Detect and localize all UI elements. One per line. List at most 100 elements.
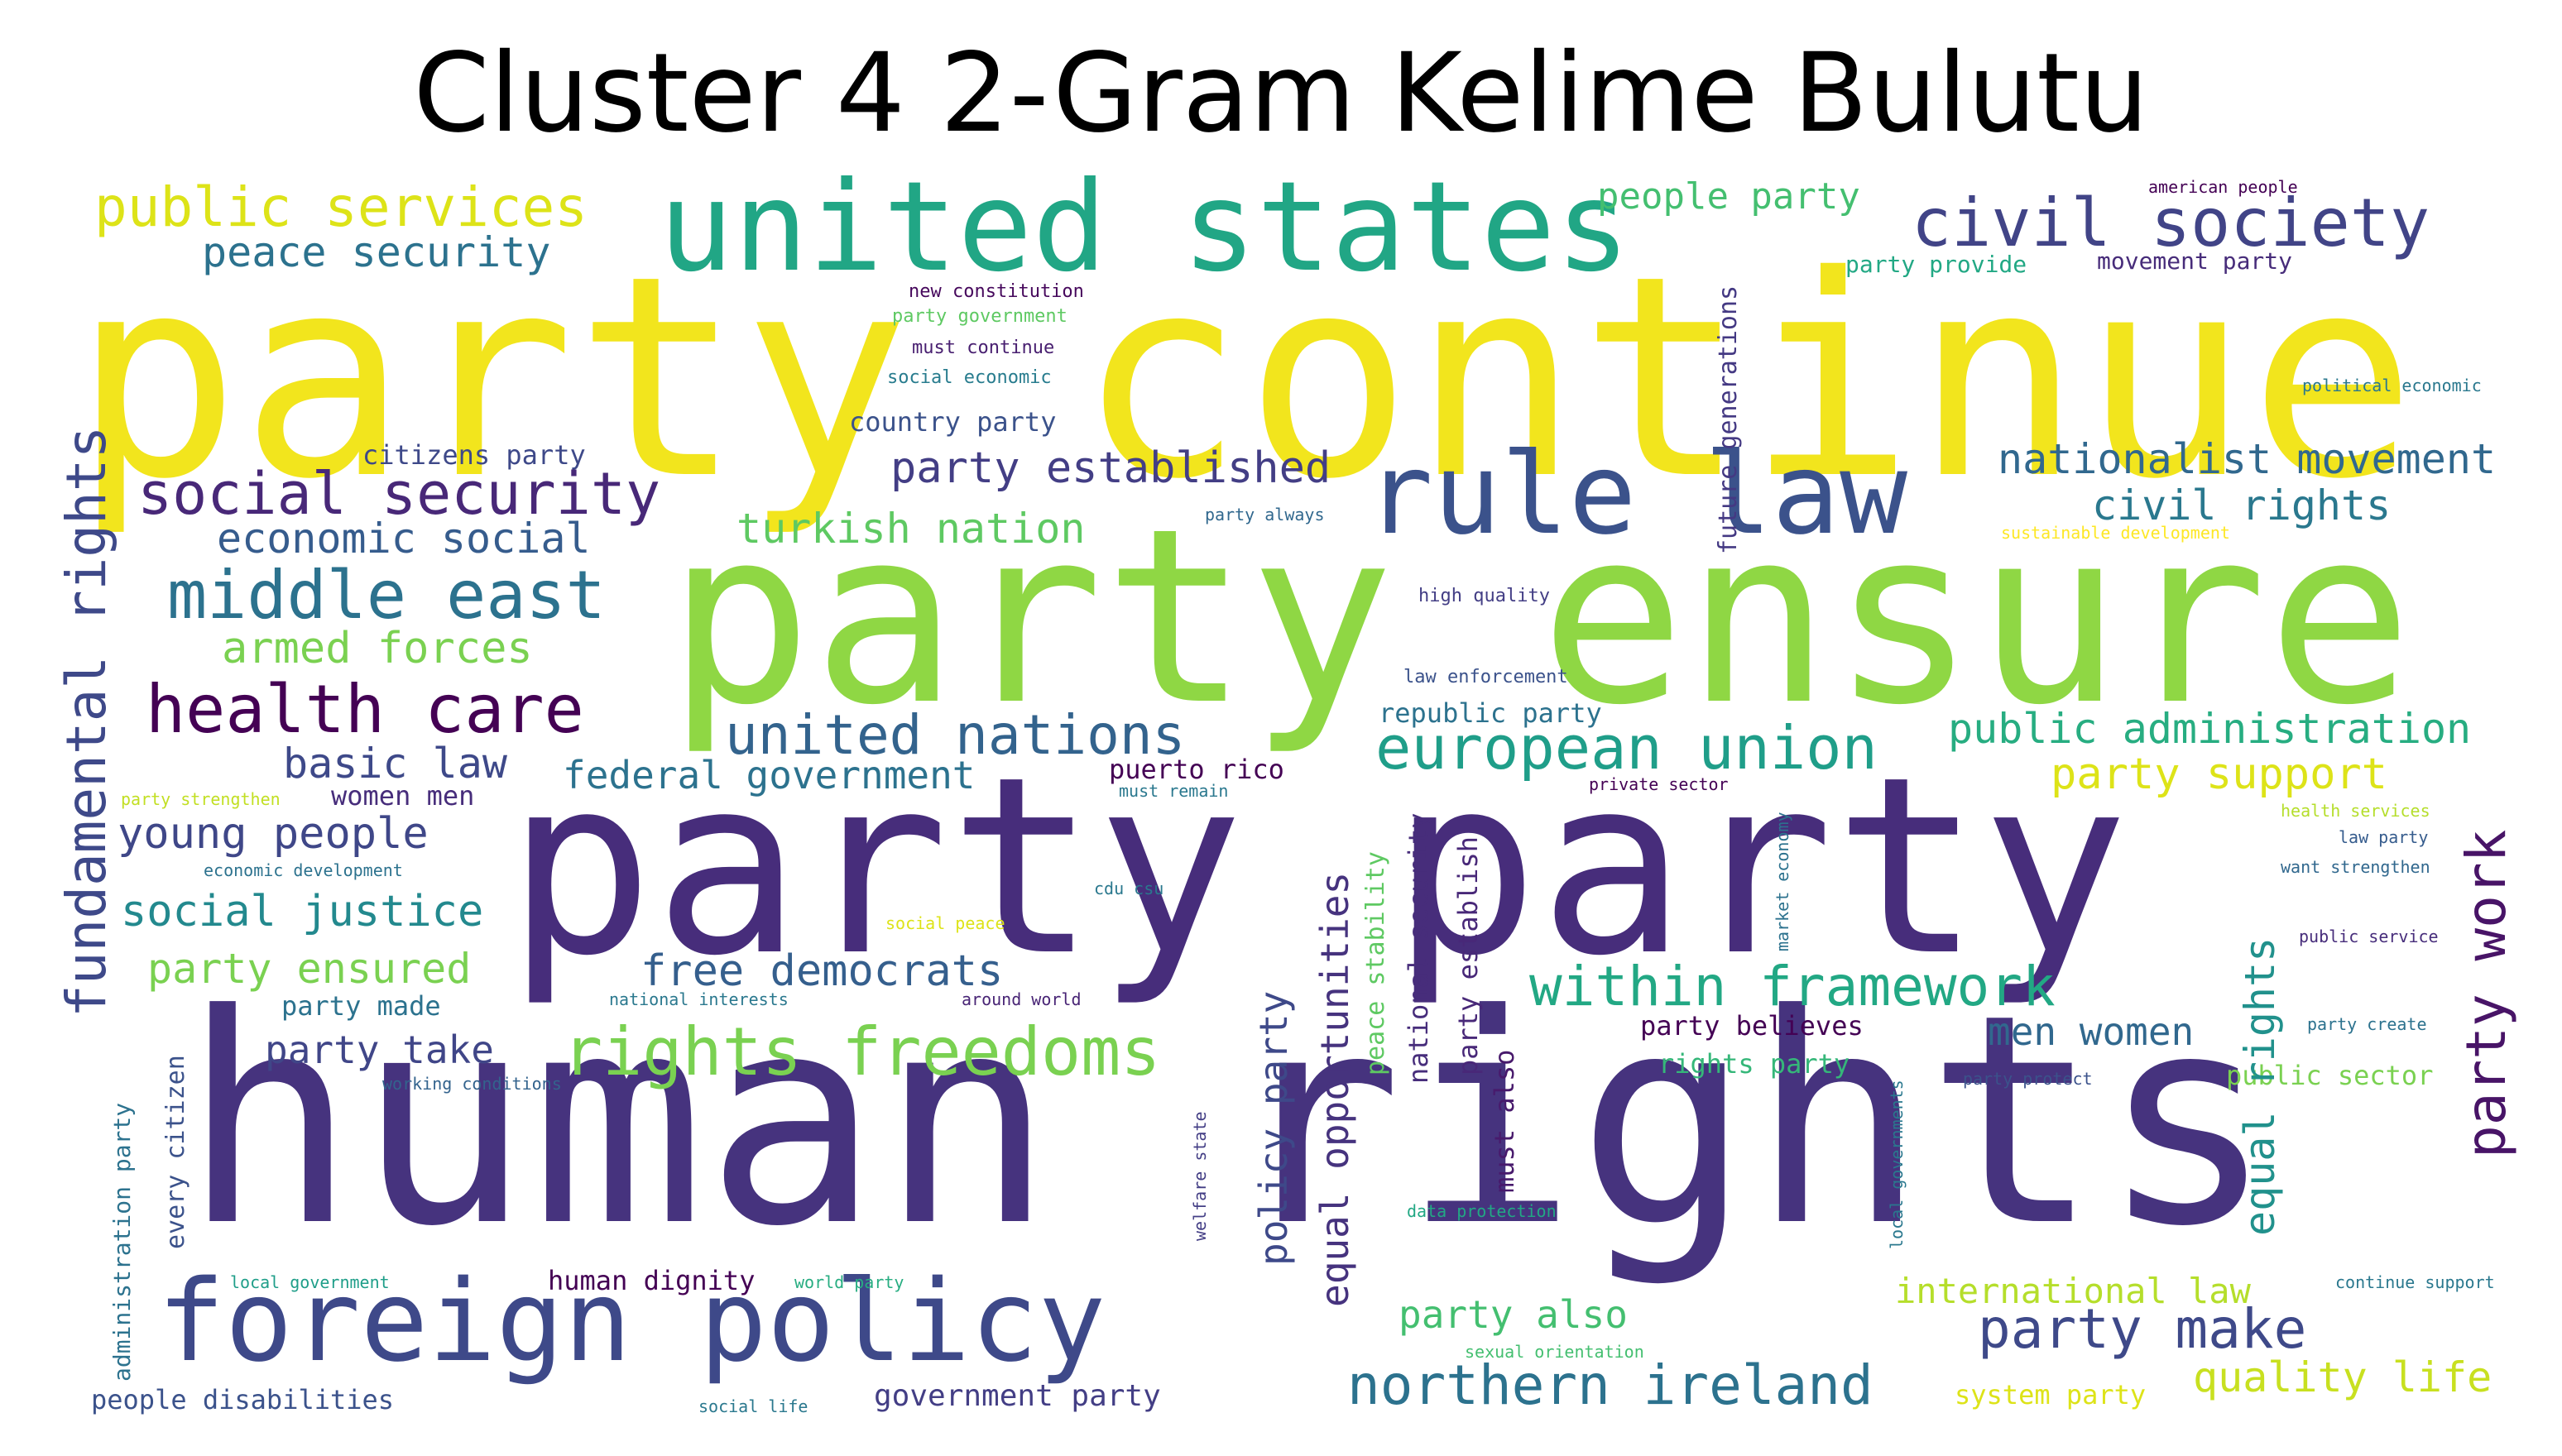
cloud-word: rights freedoms bbox=[563, 1013, 1161, 1090]
cloud-word: united nations bbox=[725, 703, 1186, 767]
cloud-word: public services bbox=[94, 175, 588, 239]
cloud-word: public service bbox=[2299, 927, 2439, 946]
cloud-word: new constitution bbox=[909, 281, 1084, 302]
cloud-word: rights party bbox=[1658, 1048, 1850, 1080]
cloud-word: young people bbox=[118, 809, 429, 859]
cloud-word: party create bbox=[2307, 1014, 2427, 1034]
cloud-word: want strengthen bbox=[2281, 857, 2430, 877]
cloud-word: world party bbox=[794, 1272, 904, 1292]
cloud-word: social economic bbox=[887, 367, 1052, 388]
cloud-word: middle east bbox=[167, 557, 606, 634]
cloud-word: movement party bbox=[2097, 247, 2293, 275]
cloud-word: party established bbox=[890, 443, 1331, 493]
cloud-word: local governments bbox=[1887, 1080, 1907, 1249]
cloud-word: social life bbox=[698, 1396, 808, 1416]
cloud-word: northern ireland bbox=[1347, 1353, 1874, 1417]
cloud-word: people disabilities bbox=[91, 1384, 395, 1415]
cloud-word: party strengthen bbox=[121, 789, 281, 809]
cloud-word: cdu csu bbox=[1094, 879, 1164, 898]
page-title: Cluster 4 2-Gram Kelime Bulutu bbox=[413, 30, 2149, 157]
cloud-word: foreign policy bbox=[157, 1257, 1106, 1387]
cloud-word: national interests bbox=[609, 989, 789, 1009]
cloud-word: sustainable development bbox=[2001, 523, 2230, 543]
cloud-word: law enforcement bbox=[1403, 667, 1568, 687]
cloud-word: party work bbox=[2454, 829, 2518, 1158]
cloud-word: european union bbox=[1375, 713, 1878, 783]
cloud-word: civil rights bbox=[2092, 481, 2392, 529]
cloud-word: rule law bbox=[1365, 429, 1908, 560]
cloud-word: working conditions bbox=[382, 1074, 562, 1094]
cloud-word: fundamental rights bbox=[55, 425, 118, 1018]
cloud-word: party always bbox=[1205, 505, 1325, 524]
cloud-word: welfare state bbox=[1190, 1111, 1210, 1241]
cloud-word: country party bbox=[849, 406, 1057, 438]
cloud-word: puerto rico bbox=[1109, 754, 1284, 785]
cloud-word: turkish nation bbox=[736, 505, 1086, 553]
cloud-word: party ensure bbox=[667, 477, 2413, 758]
cloud-word: party also bbox=[1399, 1292, 1628, 1337]
cloud-word: must also bbox=[1489, 1049, 1520, 1193]
cloud-word: citizens party bbox=[362, 439, 586, 471]
cloud-word: social peace bbox=[885, 913, 1005, 933]
cloud-word: civil society bbox=[1912, 184, 2430, 261]
cloud-word: men women bbox=[1988, 1009, 2195, 1054]
cloud-word: administration party bbox=[108, 1102, 136, 1382]
cloud-word: private sector bbox=[1589, 774, 1729, 794]
cloud-word: must continue bbox=[912, 338, 1055, 358]
cloud-word: law party bbox=[2339, 827, 2429, 847]
cloud-word: international law bbox=[1895, 1271, 2251, 1311]
cloud-word: continue support bbox=[2335, 1272, 2495, 1292]
cloud-word: human rights bbox=[182, 952, 2275, 1290]
cloud-word: party continue bbox=[73, 217, 2417, 540]
cloud-word: equal opportunities bbox=[1312, 871, 1357, 1307]
cloud-word: free democrats bbox=[640, 946, 1004, 996]
cloud-word: data protection bbox=[1407, 1201, 1557, 1221]
cloud-word: health care bbox=[146, 671, 584, 748]
cloud-word: human dignity bbox=[548, 1265, 756, 1296]
cloud-word: high quality bbox=[1418, 586, 1550, 606]
cloud-word: american people bbox=[2148, 177, 2298, 197]
cloud-word: public sector bbox=[2226, 1060, 2434, 1091]
cloud-word: around world bbox=[962, 989, 1082, 1009]
cloud-word: public administration bbox=[1948, 705, 2472, 753]
cloud-word: social justice bbox=[121, 887, 484, 936]
cloud-word: party support bbox=[2051, 750, 2387, 799]
cloud-word: party made bbox=[281, 990, 441, 1022]
cloud-word: federal government bbox=[563, 753, 976, 797]
cloud-word: party protect bbox=[1963, 1069, 2093, 1089]
cloud-word: united states bbox=[659, 156, 1630, 299]
cloud-word: party establish bbox=[1452, 836, 1484, 1075]
cloud-word: market economy bbox=[1773, 812, 1792, 951]
cloud-word: nationalist movement bbox=[1998, 435, 2497, 483]
cloud-word: basic law bbox=[283, 740, 507, 788]
cloud-word: policy party bbox=[1251, 990, 1296, 1266]
cloud-word: party ensured bbox=[147, 945, 472, 993]
cloud-word: sexual orientation bbox=[1465, 1342, 1644, 1362]
cloud-word: party take bbox=[265, 1027, 494, 1072]
cloud-word: party believes bbox=[1640, 1010, 1864, 1042]
cloud-word: within framework bbox=[1529, 955, 2056, 1018]
cloud-word: national security bbox=[1403, 812, 1434, 1084]
cloud-word: women men bbox=[331, 780, 475, 812]
cloud-word: social security bbox=[137, 460, 661, 528]
cloud-word: party provide bbox=[1845, 251, 2027, 278]
cloud-word: every citizen bbox=[161, 1055, 190, 1249]
cloud-word: republic party bbox=[1379, 697, 1602, 729]
cloud-word: economic social bbox=[217, 515, 591, 563]
cloud-word: armed forces bbox=[222, 624, 533, 673]
cloud-word: political economic bbox=[2302, 376, 2482, 395]
cloud-word: equal rights bbox=[2236, 936, 2284, 1236]
cloud-word: health services bbox=[2281, 801, 2430, 821]
cloud-word: peace stability bbox=[1361, 851, 1390, 1075]
cloud-word: people party bbox=[1597, 175, 1860, 218]
cloud-word: party party bbox=[506, 724, 2129, 1009]
cloud-word: local government bbox=[230, 1272, 390, 1292]
cloud-word: peace security bbox=[202, 228, 551, 276]
cloud-word: future generations bbox=[1714, 285, 1743, 554]
cloud-word: party government bbox=[892, 306, 1068, 327]
cloud-word: system party bbox=[1955, 1379, 2147, 1410]
cloud-word: government party bbox=[874, 1379, 1161, 1413]
cloud-word: must remain bbox=[1119, 781, 1229, 801]
cloud-word: economic development bbox=[204, 860, 403, 880]
